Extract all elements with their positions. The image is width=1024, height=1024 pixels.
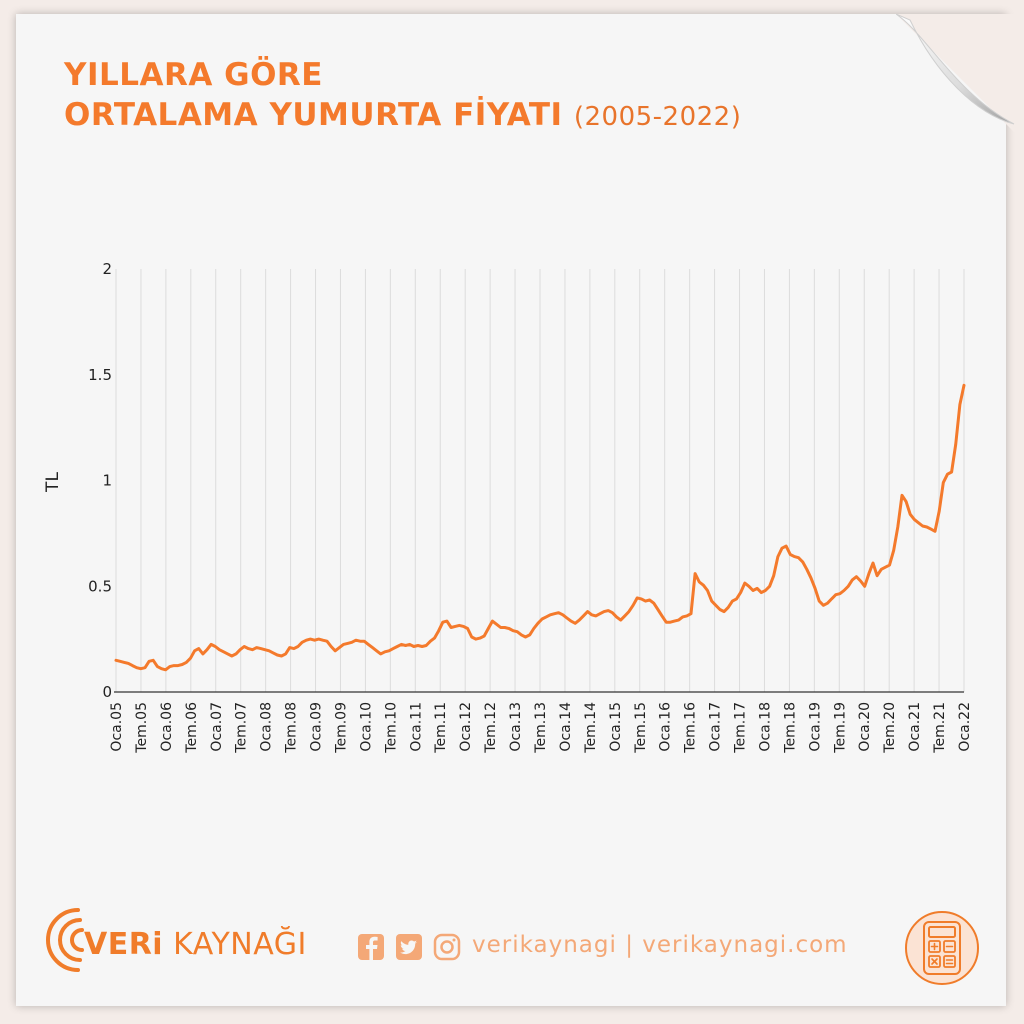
y-tick-label: 2 bbox=[102, 260, 112, 278]
x-tick-label: Oca.07 bbox=[209, 702, 225, 752]
twitter-icon[interactable] bbox=[396, 934, 422, 960]
x-tick-label: Oca.18 bbox=[757, 702, 773, 752]
y-tick-label: 0 bbox=[102, 683, 112, 701]
x-tick-label: Tem.05 bbox=[134, 702, 150, 754]
x-tick-label: Tem.17 bbox=[733, 702, 749, 754]
title-line1: YILLARA GÖRE bbox=[64, 57, 323, 93]
series-line bbox=[114, 383, 966, 672]
x-tick-label: Tem.12 bbox=[483, 702, 499, 754]
x-tick-label: Oca.21 bbox=[907, 702, 923, 752]
chart-title: YILLARA GÖRE ORTALAMA YUMURTA FİYATI (20… bbox=[64, 55, 741, 137]
x-tick-label: Tem.06 bbox=[184, 702, 200, 754]
x-tick-label: Tem.10 bbox=[383, 702, 399, 754]
x-tick-label: Oca.10 bbox=[358, 702, 374, 752]
brand-rest: KAYNAĞI bbox=[163, 927, 307, 962]
x-tick-label: Oca.16 bbox=[658, 702, 674, 752]
brand-name: VERi KAYNAĞI bbox=[84, 927, 307, 962]
x-tick-label: Tem.15 bbox=[633, 702, 649, 754]
x-tick-label: Oca.15 bbox=[608, 702, 624, 752]
x-tick-label: Tem.20 bbox=[882, 702, 898, 754]
page-curl-icon bbox=[896, 14, 1016, 134]
x-tick-label: Oca.20 bbox=[857, 702, 873, 752]
signal-arcs-logo-icon bbox=[46, 908, 84, 972]
x-tick-label: Oca.06 bbox=[159, 702, 175, 752]
title-years: (2005-2022) bbox=[573, 102, 742, 132]
calculator-icon bbox=[905, 911, 979, 985]
x-tick-label: Oca.11 bbox=[408, 702, 424, 752]
x-tick-label: Tem.21 bbox=[932, 702, 948, 754]
x-tick-label: Oca.08 bbox=[259, 702, 275, 752]
x-tick-label: Tem.16 bbox=[683, 702, 699, 754]
x-tick-label: Tem.14 bbox=[583, 702, 599, 754]
facebook-icon[interactable] bbox=[358, 934, 384, 960]
y-tick-label: 1 bbox=[102, 472, 112, 490]
x-tick-label: Oca.17 bbox=[708, 702, 724, 752]
x-tick-label: Oca.22 bbox=[957, 702, 973, 752]
x-tick-label: Tem.08 bbox=[284, 702, 300, 754]
x-tick-label: Tem.07 bbox=[234, 702, 250, 754]
x-tick-label: Tem.09 bbox=[333, 702, 349, 754]
instagram-icon[interactable] bbox=[433, 933, 461, 961]
brand-bold: VERi bbox=[84, 927, 164, 962]
title-line2: ORTALAMA YUMURTA FİYATI bbox=[64, 97, 563, 133]
social-handle[interactable]: verikaynagi | verikaynagi.com bbox=[472, 932, 848, 958]
x-tick-label: Tem.19 bbox=[832, 702, 848, 754]
x-tick-label: Oca.19 bbox=[807, 702, 823, 752]
x-tick-label: Oca.12 bbox=[458, 702, 474, 752]
x-tick-label: Oca.14 bbox=[558, 702, 574, 752]
x-tick-label: Oca.13 bbox=[508, 702, 524, 752]
y-axis-label: TL bbox=[43, 472, 63, 493]
x-tick-label: Oca.05 bbox=[109, 702, 125, 752]
social-icons bbox=[358, 933, 461, 961]
title-line2-row: ORTALAMA YUMURTA FİYATI (2005-2022) bbox=[64, 95, 741, 137]
x-tick-label: Tem.18 bbox=[782, 702, 798, 754]
y-tick-label: 1.5 bbox=[88, 366, 112, 384]
x-tick-label: Oca.09 bbox=[309, 702, 325, 752]
y-tick-label: 0.5 bbox=[88, 577, 112, 595]
x-tick-label: Tem.11 bbox=[433, 702, 449, 754]
page-card bbox=[16, 14, 1006, 1006]
x-tick-label: Tem.13 bbox=[533, 702, 549, 754]
